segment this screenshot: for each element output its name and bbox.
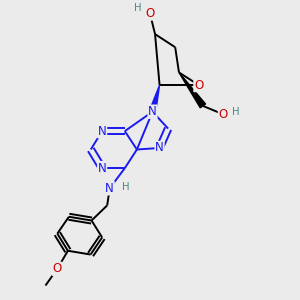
- Text: O: O: [194, 79, 203, 92]
- Text: N: N: [98, 162, 106, 175]
- Text: N: N: [105, 182, 114, 195]
- Text: H: H: [232, 107, 240, 117]
- Text: H: H: [122, 182, 129, 192]
- Text: O: O: [53, 262, 62, 275]
- Text: N: N: [148, 105, 157, 118]
- Polygon shape: [179, 72, 206, 108]
- Text: N: N: [155, 142, 164, 154]
- Text: O: O: [146, 7, 154, 20]
- Text: H: H: [134, 3, 142, 13]
- Text: O: O: [218, 108, 228, 121]
- Text: N: N: [98, 124, 106, 138]
- Polygon shape: [149, 85, 160, 112]
